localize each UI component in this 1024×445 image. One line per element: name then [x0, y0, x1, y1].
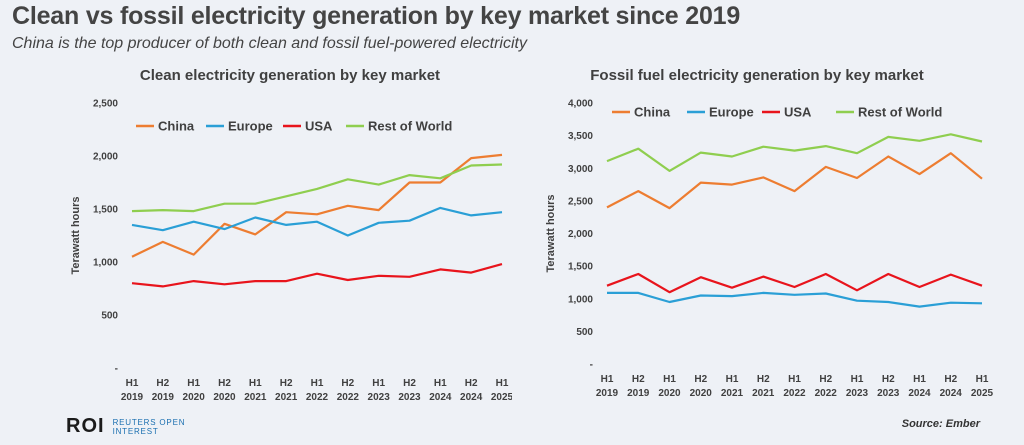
roi-logo-line-1: REUTERS OPEN: [112, 417, 186, 427]
fossil-x-tick: H2 2019: [627, 374, 650, 399]
fossil-y-tick: 1,500: [568, 262, 593, 273]
clean-x-tick: H1 2025: [491, 378, 512, 403]
fossil-x-tick: H2 2022: [815, 374, 838, 399]
fossil-electricity-chart: Fossil fuel electricity generation by ke…: [512, 58, 1024, 403]
roi-logo: ROI REUTERS OPEN INTEREST: [66, 415, 185, 438]
fossil-x-tick: H2 2024: [940, 374, 963, 399]
fossil-series-usa: [606, 272, 983, 294]
clean-x-tick: H2 2022: [337, 378, 360, 403]
fossil-legend-item: China: [612, 105, 671, 120]
legend-label: Rest of World: [858, 105, 942, 120]
chart-svg: Fossil fuel electricity generation by ke…: [545, 67, 994, 399]
clean-x-tick: H1 2020: [183, 378, 206, 403]
clean-x-tick: H2 2020: [213, 378, 236, 403]
fossil-y-tick: 3,000: [568, 164, 593, 175]
clean-x-tick: H1 2021: [244, 378, 267, 403]
fossil-series-china: [606, 152, 983, 210]
legend-label: Europe: [228, 119, 273, 134]
fossil-legend-item: Rest of World: [836, 105, 942, 120]
clean-y-axis-label: Terawatt hours: [70, 196, 82, 274]
fossil-y-tick: 4,000: [568, 99, 593, 110]
fossil-legend-item: USA: [762, 105, 812, 120]
legend-label: USA: [305, 119, 333, 134]
clean-legend-item: Rest of World: [346, 119, 452, 134]
fossil-x-tick: H1 2019: [596, 374, 619, 399]
fossil-y-tick: 2,000: [568, 229, 593, 240]
chart-svg: Clean electricity generation by key mark…: [70, 67, 512, 403]
clean-x-tick: H1 2023: [368, 378, 391, 403]
clean-legend-item: Europe: [206, 119, 273, 134]
legend-label: Rest of World: [368, 119, 452, 134]
fossil-x-tick: H1 2020: [658, 374, 681, 399]
fossil-y-tick: -: [590, 360, 593, 371]
clean-y-tick: 2,000: [93, 152, 118, 163]
clean-y-tick: 1,500: [93, 205, 118, 216]
clean-legend-item: USA: [283, 119, 333, 134]
fossil-y-axis-label: Terawatt hours: [545, 194, 557, 272]
clean-y-tick: 2,500: [93, 99, 118, 110]
clean-chart-title: Clean electricity generation by key mark…: [140, 67, 440, 84]
clean-x-tick: H1 2024: [429, 378, 452, 403]
fossil-x-tick: H2 2021: [752, 374, 775, 399]
fossil-x-tick: H1 2022: [783, 374, 806, 399]
legend-label: Europe: [709, 105, 754, 120]
fossil-y-tick: 3,500: [568, 131, 593, 142]
fossil-y-tick: 2,500: [568, 196, 593, 207]
roi-logo-subtext: REUTERS OPEN INTEREST: [113, 418, 186, 436]
fossil-chart-title: Fossil fuel electricity generation by ke…: [590, 67, 923, 84]
clean-series-usa: [131, 263, 503, 288]
page-subtitle: China is the top producer of both clean …: [12, 35, 527, 52]
clean-x-tick: H1 2022: [306, 378, 329, 403]
clean-x-tick: H2 2024: [460, 378, 483, 403]
fossil-x-tick: H2 2023: [877, 374, 900, 399]
fossil-x-tick: H1 2025: [971, 374, 994, 399]
clean-x-tick: H1 2019: [121, 378, 144, 403]
clean-x-tick: H2 2021: [275, 378, 298, 403]
legend-label: USA: [784, 105, 812, 120]
clean-y-tick: -: [115, 364, 118, 375]
legend-label: China: [634, 105, 671, 120]
clean-series-europe: [131, 206, 503, 237]
clean-series-rest-of-world: [131, 163, 503, 213]
fossil-y-tick: 1,000: [568, 294, 593, 305]
roi-logo-line-2: INTEREST: [112, 426, 159, 436]
fossil-y-tick: 500: [576, 327, 593, 338]
roi-logo-text: ROI: [66, 415, 105, 437]
clean-series-china: [131, 153, 503, 258]
fossil-series-rest-of-world: [606, 133, 983, 173]
fossil-x-tick: H2 2020: [690, 374, 713, 399]
legend-label: China: [158, 119, 195, 134]
clean-x-tick: H2 2019: [152, 378, 175, 403]
fossil-x-tick: H1 2024: [908, 374, 931, 399]
fossil-series-europe: [607, 291, 983, 308]
source-note: Source: Ember: [901, 418, 980, 430]
clean-y-tick: 1,000: [93, 258, 118, 269]
clean-electricity-chart: Clean electricity generation by key mark…: [0, 58, 512, 403]
clean-y-tick: 500: [101, 311, 118, 322]
clean-legend-item: China: [136, 119, 195, 134]
page-title: Clean vs fossil electricity generation b…: [12, 2, 741, 30]
fossil-legend-item: Europe: [687, 105, 754, 120]
clean-x-tick: H2 2023: [398, 378, 421, 403]
fossil-x-tick: H1 2023: [846, 374, 869, 399]
fossil-x-tick: H1 2021: [721, 374, 744, 399]
